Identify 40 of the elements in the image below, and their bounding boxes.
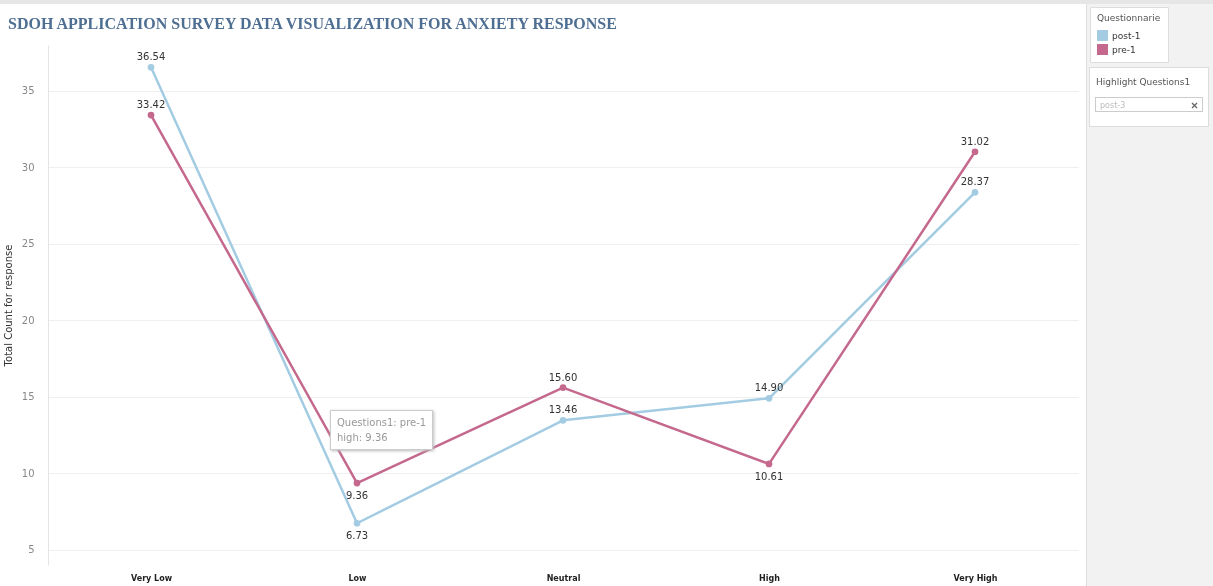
- legend-label: pre-1: [1112, 44, 1136, 55]
- annotation: Questions1: pre-1 high: 9.36: [330, 410, 434, 450]
- x-tick-label: Low: [348, 573, 368, 583]
- point: [971, 188, 979, 196]
- x-tick-label: High: [759, 573, 781, 583]
- legend-title: Questionnarie: [1097, 13, 1161, 23]
- data-label: 31.02: [960, 135, 990, 147]
- point: [353, 519, 361, 527]
- y-tick-label: 15: [21, 391, 35, 403]
- legend-label: post-1: [1112, 30, 1141, 41]
- data-label: 13.46: [548, 404, 578, 416]
- text: post-3: [1095, 97, 1203, 112]
- data-label: 15.60: [548, 371, 578, 383]
- x-tick-label: Neutral: [546, 573, 581, 583]
- y-tick-label: 5: [28, 544, 35, 556]
- data-label: 14.90: [754, 382, 784, 394]
- point: [147, 63, 155, 71]
- point: [765, 460, 773, 468]
- chart-title: SDOH APPLICATION SURVEY DATA VISUALIZATION FOR ANXIETY RESPONSE: [8, 15, 617, 33]
- point: [559, 416, 567, 424]
- point: [147, 111, 155, 119]
- y-axis-title: Total Count for response: [2, 244, 14, 368]
- data-label: 36.54: [136, 51, 166, 63]
- y-tick-label: 10: [21, 467, 35, 479]
- y-tick-label: 30: [21, 161, 35, 173]
- data-label: 6.73: [345, 530, 369, 542]
- data-label: 9.36: [345, 490, 369, 502]
- x-tick-label: Very Low: [130, 573, 173, 583]
- data-label: 10.61: [754, 470, 784, 482]
- x-tick-label: Very High: [953, 573, 998, 583]
- y-tick-label: 25: [21, 238, 35, 250]
- data-label: 33.42: [136, 99, 166, 111]
- point: [559, 384, 567, 391]
- text: Highlight Questions1: [1095, 76, 1192, 87]
- point: [765, 394, 773, 402]
- point: [353, 479, 361, 487]
- y-tick-label: 35: [21, 85, 35, 97]
- data-label: 28.37: [960, 176, 990, 188]
- point: [971, 148, 979, 156]
- y-tick-label: 20: [21, 314, 35, 326]
